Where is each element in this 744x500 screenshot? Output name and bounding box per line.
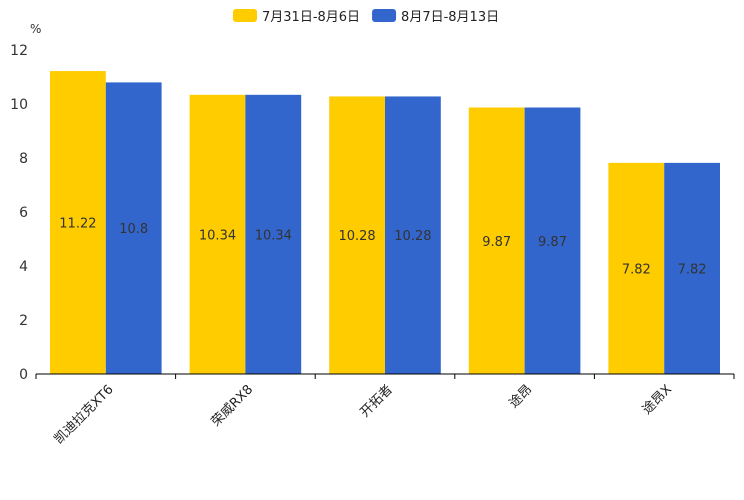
bar <box>329 96 385 374</box>
bar <box>245 94 302 374</box>
bar <box>105 82 162 375</box>
x-tick-label: 凯迪拉克XT6 <box>52 382 117 447</box>
data-label: 11.22 <box>59 217 96 232</box>
legend-swatch <box>233 9 257 22</box>
x-tick-label: 途昂X <box>639 381 675 417</box>
data-label: 9.87 <box>482 235 511 250</box>
y-tick-label: 10 <box>10 97 28 113</box>
bar <box>385 96 441 374</box>
bar <box>608 162 665 374</box>
data-label: 10.34 <box>255 228 292 243</box>
legend-swatch <box>372 9 397 22</box>
data-label: 9.87 <box>538 235 567 250</box>
bar <box>664 162 720 374</box>
y-tick-label: 12 <box>10 43 28 59</box>
y-tick-label: 2 <box>19 313 28 329</box>
legend-label: 7月31日-8月6日 <box>262 10 360 25</box>
data-label: 7.82 <box>678 262 707 277</box>
bar <box>50 71 106 374</box>
legend-label: 8月7日-8月13日 <box>401 10 499 25</box>
x-tick-label: 开拓者 <box>358 382 396 420</box>
data-label: 10.28 <box>338 229 375 244</box>
y-tick-label: 4 <box>19 259 28 275</box>
data-label: 7.82 <box>622 262 651 277</box>
y-tick-label: 0 <box>19 367 28 383</box>
x-tick-label: 途昂 <box>506 382 536 412</box>
bar <box>468 107 525 374</box>
bar <box>524 107 581 374</box>
y-tick-label: 6 <box>19 205 28 221</box>
y-tick-label: 8 <box>19 151 28 167</box>
x-tick-label: 荣威RX8 <box>209 382 257 430</box>
data-label: 10.28 <box>394 229 431 244</box>
data-label: 10.34 <box>199 228 236 243</box>
data-label: 10.8 <box>119 222 148 237</box>
y-axis-label: % <box>30 22 41 36</box>
bar <box>189 94 246 374</box>
